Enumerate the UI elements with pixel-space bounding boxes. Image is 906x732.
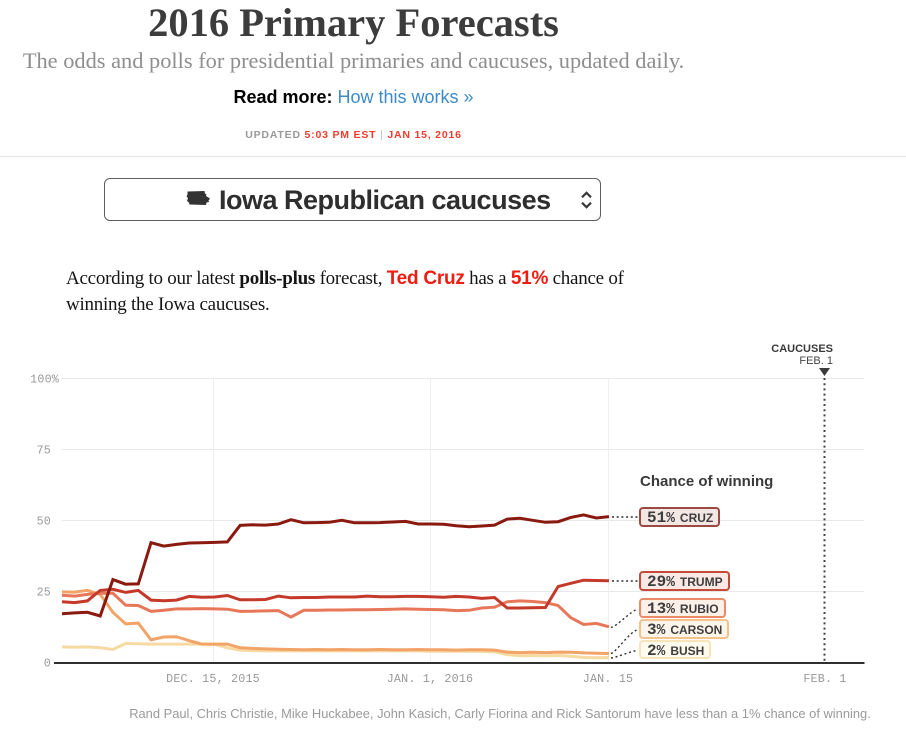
svg-text:CAUCUSES: CAUCUSES: [771, 343, 833, 355]
svg-text:JAN. 1, 2016: JAN. 1, 2016: [387, 672, 474, 686]
svg-text:DEC. 15, 2015: DEC. 15, 2015: [166, 672, 260, 686]
svg-text:50: 50: [37, 515, 51, 529]
svg-text:FEB. 1: FEB. 1: [799, 355, 833, 367]
svg-text:JAN. 15: JAN. 15: [583, 672, 634, 686]
svg-text:FEB. 1: FEB. 1: [803, 672, 846, 686]
svg-text:25: 25: [37, 586, 51, 600]
svg-text:75: 75: [37, 444, 51, 458]
svg-text:100%: 100%: [30, 373, 60, 387]
svg-text:0: 0: [44, 657, 51, 671]
